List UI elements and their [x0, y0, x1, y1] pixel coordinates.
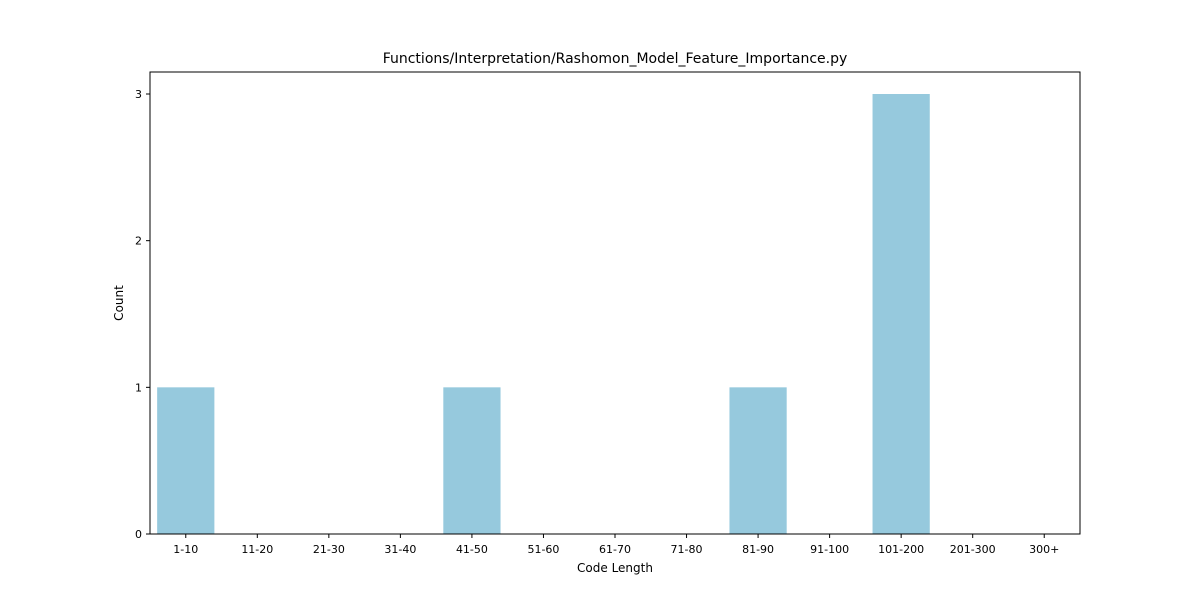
y-axis-label: Count [112, 285, 126, 321]
x-tick-label: 41-50 [456, 543, 488, 556]
x-tick-label: 101-200 [878, 543, 924, 556]
y-tick-label: 3 [135, 88, 142, 101]
x-tick-label: 300+ [1029, 543, 1059, 556]
plot-frame [149, 71, 1081, 535]
x-tick-label: 81-90 [742, 543, 774, 556]
y-axis-ticks: 0 1 2 3 [135, 88, 150, 541]
y-tick-label: 0 [135, 528, 142, 541]
bars-group [157, 94, 930, 534]
x-tick-label: 1-10 [173, 543, 198, 556]
x-tick-label: 51-60 [527, 543, 559, 556]
bar-81-90 [729, 387, 787, 534]
x-tick-label: 31-40 [384, 543, 416, 556]
x-tick-label: 201-300 [950, 543, 996, 556]
x-tick-label: 21-30 [313, 543, 345, 556]
x-tick-label: 11-20 [241, 543, 273, 556]
x-axis-ticks: 1-10 11-20 21-30 31-40 41-50 51-60 61-70 71-80 8… [173, 534, 1059, 556]
chart-title: Functions/Interpretation/Rashomon_Model_… [383, 51, 848, 67]
y-tick-label: 2 [135, 235, 142, 248]
x-tick-label: 61-70 [599, 543, 631, 556]
y-tick-label: 1 [135, 381, 142, 394]
bar-101-200 [872, 94, 930, 534]
bar-1-10 [157, 387, 215, 534]
x-tick-label: 91-100 [810, 543, 849, 556]
bar-41-50 [443, 387, 501, 534]
x-tick-label: 71-80 [671, 543, 703, 556]
x-axis-label: Code Length [577, 561, 653, 575]
